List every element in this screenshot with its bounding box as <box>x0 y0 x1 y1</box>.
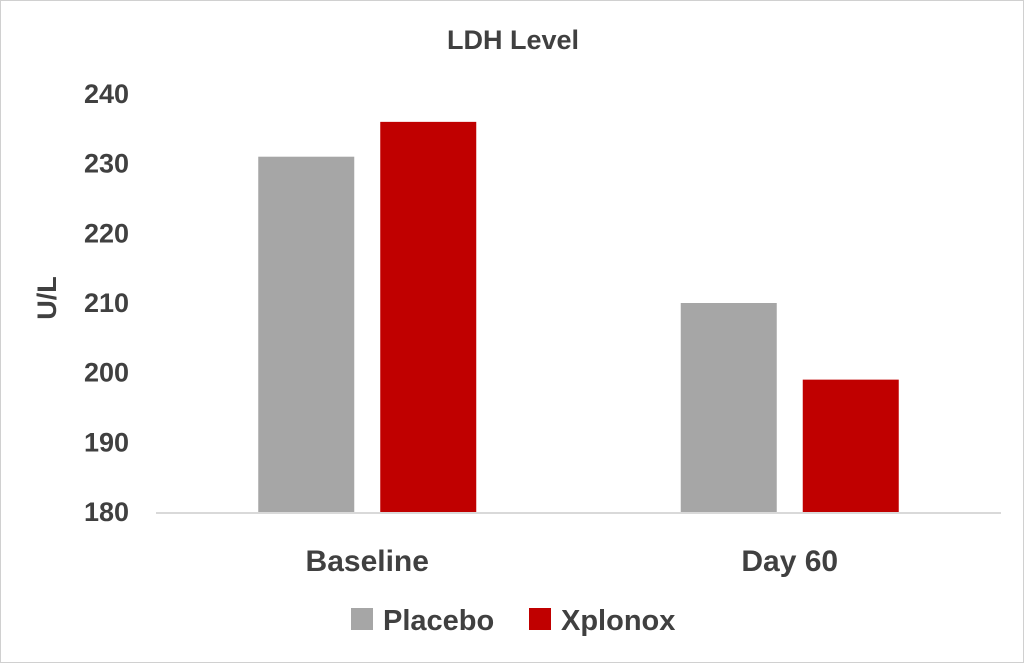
x-category-label: Baseline <box>306 545 429 578</box>
legend-label-placebo: Placebo <box>383 605 494 637</box>
bars <box>258 121 899 512</box>
y-tick-label: 180 <box>84 497 129 527</box>
y-tick-label: 190 <box>84 427 129 457</box>
y-axis-ticks: 180 190 200 210 220 230 240 <box>84 79 129 527</box>
x-category-label: Day 60 <box>741 545 838 578</box>
y-tick-label: 220 <box>84 218 129 248</box>
chart-title: LDH Level <box>447 25 579 55</box>
bar-placebo-baseline <box>258 156 355 512</box>
legend: Placebo Xplonox <box>351 605 675 637</box>
bar-xplonox-baseline <box>380 121 477 512</box>
y-tick-label: 230 <box>84 149 129 179</box>
y-axis-label: U/L <box>32 276 62 320</box>
bar-xplonox-day-60 <box>802 379 899 512</box>
legend-swatch-placebo <box>351 608 373 630</box>
legend-swatch-xplonox <box>529 608 551 630</box>
x-axis-categories: Baseline Day 60 <box>306 545 839 578</box>
y-tick-label: 210 <box>84 288 129 318</box>
y-tick-label: 200 <box>84 358 129 388</box>
y-tick-label: 240 <box>84 79 129 109</box>
legend-label-xplonox: Xplonox <box>561 605 675 637</box>
bar-placebo-day-60 <box>680 303 777 512</box>
